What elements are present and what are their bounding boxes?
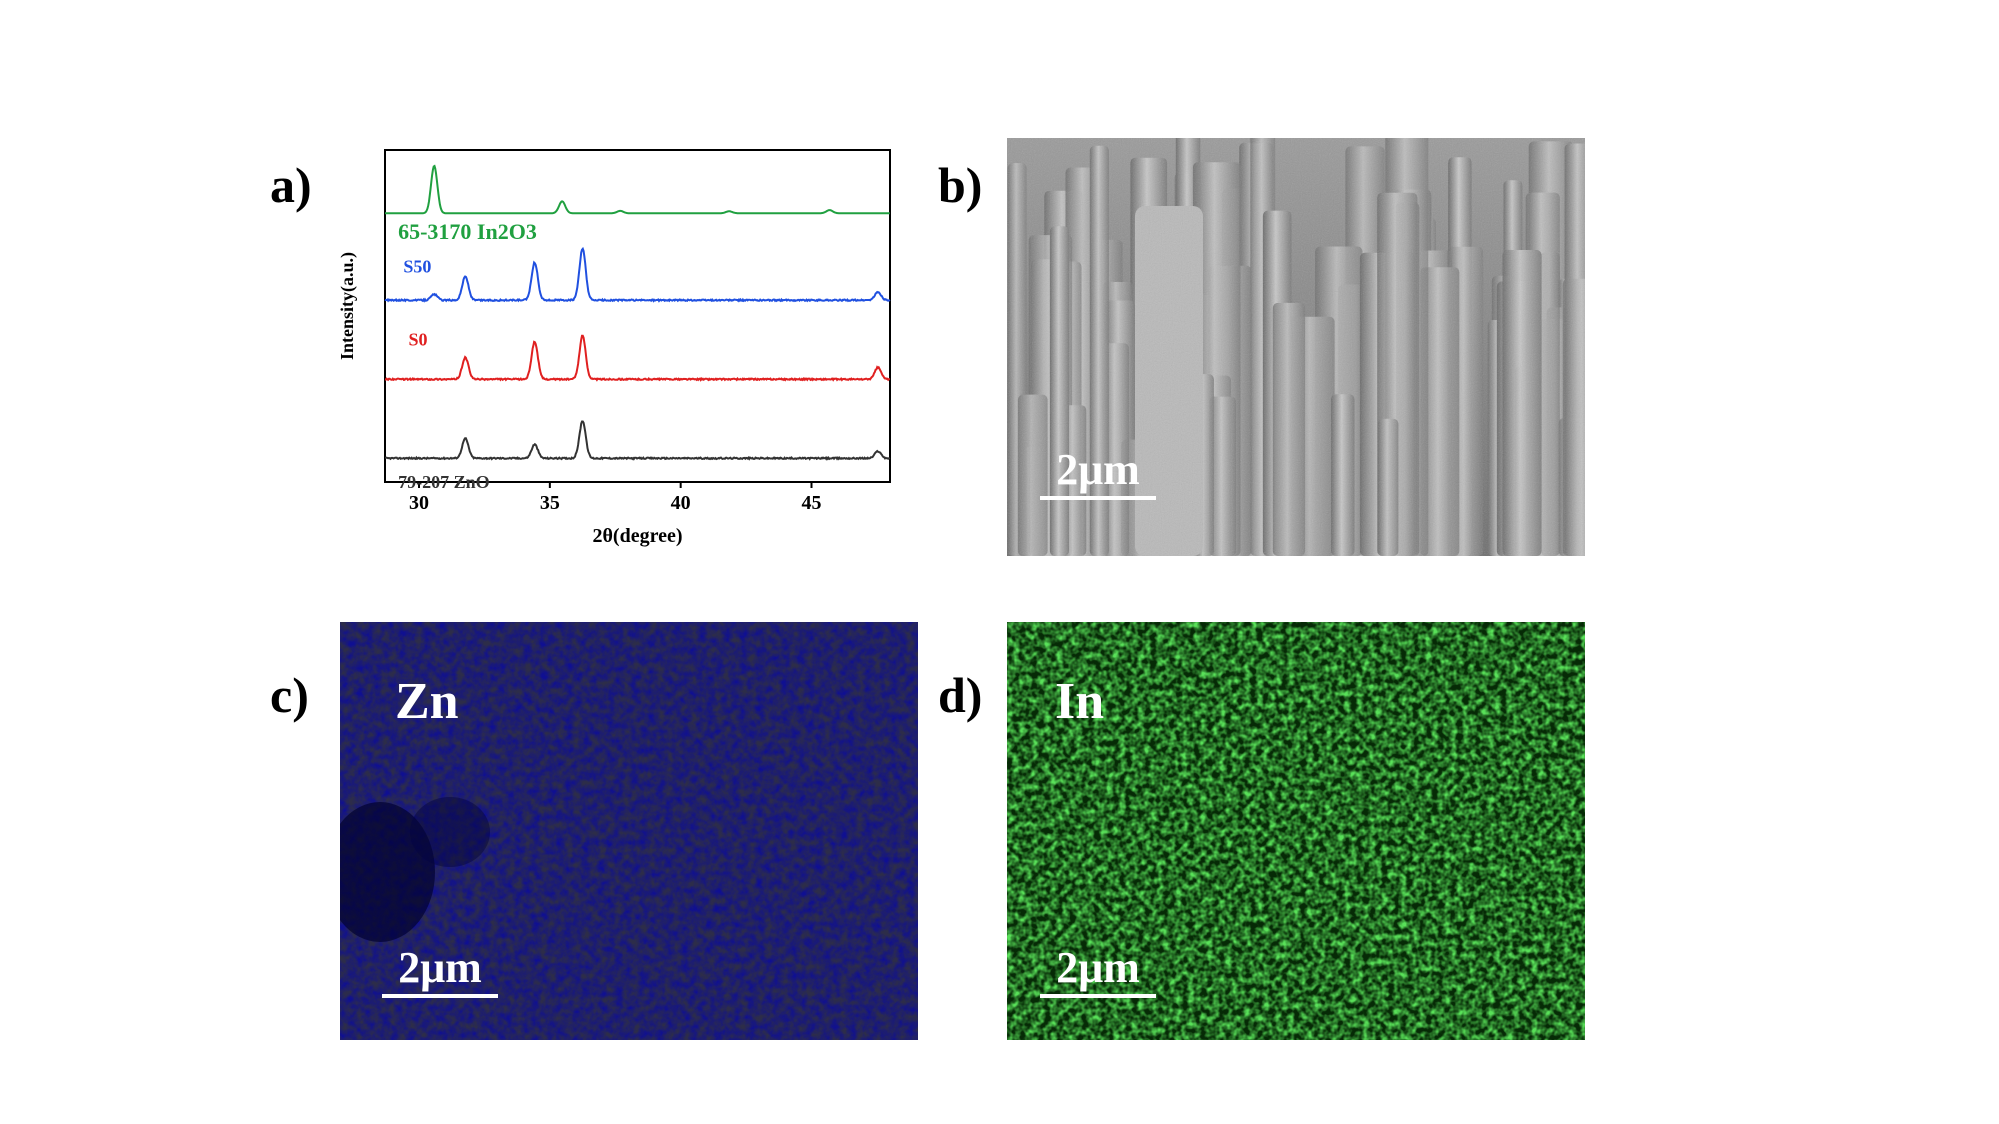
x-tick-label: 45 — [802, 492, 822, 514]
xrd-chart: 30 35 40 45 2θ(degree) Intensity(a.u.) 79-207 … — [330, 140, 910, 560]
zn-scale-bar-label: 2μm — [398, 943, 482, 992]
zn-element-label: Zn — [395, 673, 459, 730]
x-tick-label: 30 — [409, 492, 429, 514]
zn-eds-map-graphic — [340, 622, 918, 1040]
in-scale-bar-label: 2μm — [1056, 943, 1140, 992]
series-label: 79-207 ZnO — [398, 472, 490, 492]
x-tick-label: 40 — [671, 492, 691, 514]
sem-scale-bar-line — [1040, 496, 1156, 500]
zn-scale-bar-line — [382, 994, 498, 998]
series-label: S50 — [403, 257, 431, 277]
panel-a-letter: a) — [270, 157, 312, 213]
zn-scale-bar: 2μm — [382, 946, 498, 998]
series-line — [385, 164, 890, 215]
x-tick-label: 35 — [540, 492, 560, 514]
xrd-chart-svg: 30 35 40 45 2θ(degree) Intensity(a.u.) 79-207 … — [337, 149, 891, 547]
series-label: S0 — [409, 330, 428, 350]
in-element-label: In — [1055, 673, 1105, 730]
panel-d-letter: d) — [938, 667, 983, 723]
in-scale-bar: 2μm — [1040, 946, 1156, 998]
in-eds-map — [1007, 622, 1585, 1040]
sem-scale-bar: 2μm — [1040, 448, 1156, 500]
series-line — [385, 420, 891, 461]
series-line — [384, 246, 891, 303]
zn-eds-map — [340, 622, 918, 1040]
plot-frame — [384, 149, 891, 483]
sem-scale-bar-label: 2μm — [1056, 445, 1140, 494]
sem-image — [1007, 138, 1585, 556]
series-label: 65-3170 In2O3 — [398, 219, 537, 244]
y-axis-label: Intensity(a.u.) — [337, 252, 358, 360]
series-line — [384, 334, 891, 382]
panel-b-letter: b) — [938, 157, 983, 213]
in-scale-bar-line — [1040, 994, 1156, 998]
panel-c-letter: c) — [270, 667, 309, 723]
x-axis-label: 2θ(degree) — [592, 525, 682, 547]
sem-image-graphic — [1007, 138, 1585, 556]
in-eds-map-graphic — [1007, 622, 1585, 1040]
